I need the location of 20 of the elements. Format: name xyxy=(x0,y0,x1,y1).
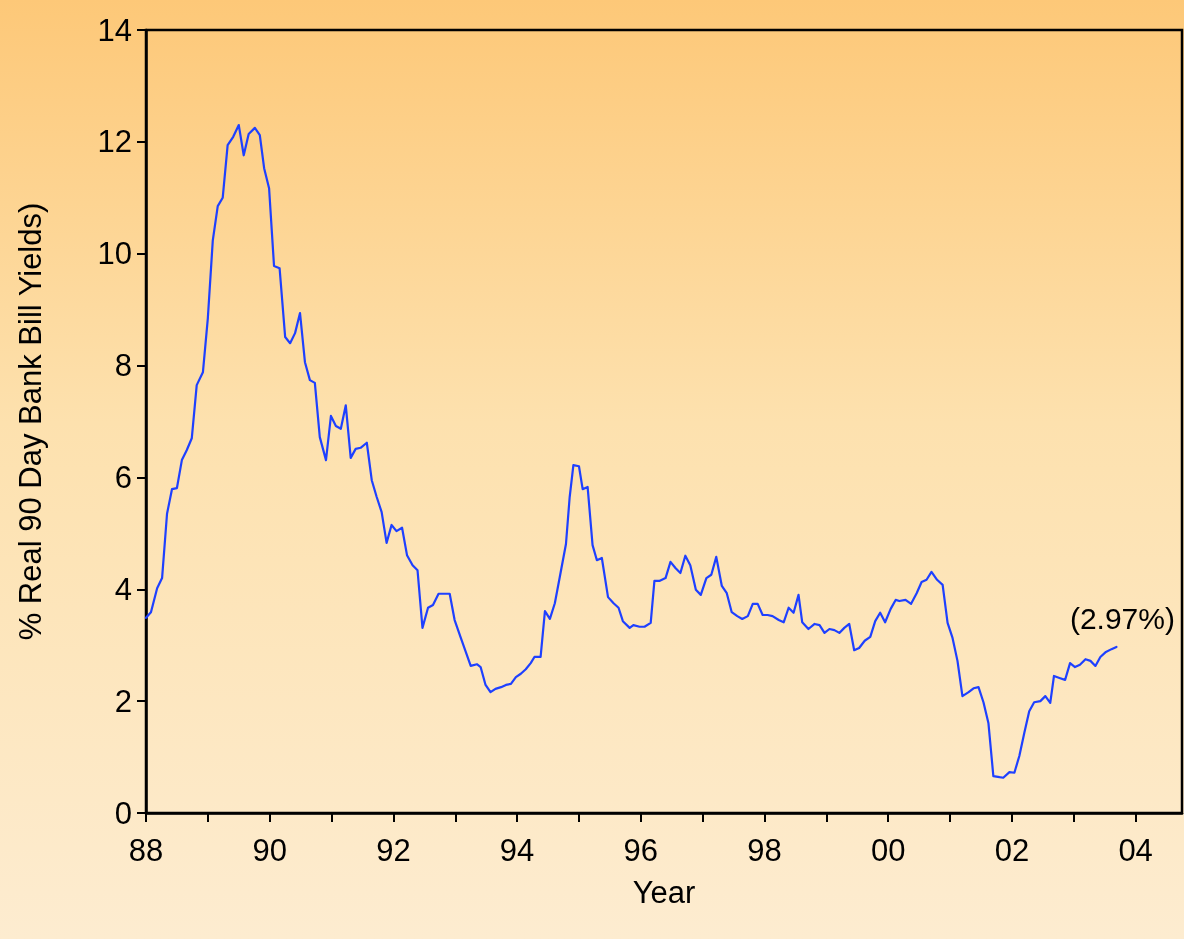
y-axis-title: % Real 90 Day Bank Bill Yields) xyxy=(13,202,48,641)
x-tick-label: 00 xyxy=(870,833,906,868)
x-tick-label: 04 xyxy=(1118,833,1153,868)
x-tick-label: 02 xyxy=(994,833,1030,868)
y-tick-label: 2 xyxy=(114,683,132,719)
annotation: (2.97%) xyxy=(1069,601,1175,635)
x-tick-label: 90 xyxy=(252,833,287,868)
x-tick-label: 94 xyxy=(499,833,535,868)
x-tick-label: 98 xyxy=(747,833,782,868)
x-tick-label: 92 xyxy=(376,833,411,868)
y-tick-label: 8 xyxy=(114,348,132,384)
x-tick-label: 96 xyxy=(623,833,659,868)
y-tick-label: 0 xyxy=(114,795,132,831)
y-tick-label: 6 xyxy=(114,459,132,495)
x-tick-label: 88 xyxy=(128,833,164,868)
x-axis-title: Year xyxy=(632,875,696,910)
y-tick-label: 12 xyxy=(97,124,132,160)
y-tick-label: 14 xyxy=(97,12,132,48)
y-tick-label: 10 xyxy=(97,236,132,272)
y-tick-label: 4 xyxy=(114,571,132,607)
